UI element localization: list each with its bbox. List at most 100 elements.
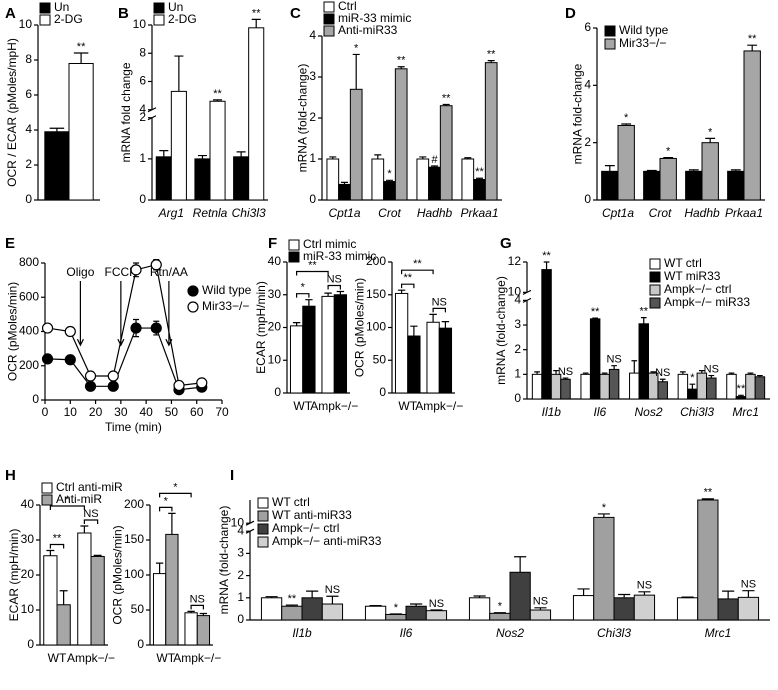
error-bar xyxy=(473,595,486,598)
bar xyxy=(745,373,756,400)
legend-swatch xyxy=(257,536,269,548)
significance: * xyxy=(498,601,503,613)
x-tick-label: Nos2 xyxy=(496,626,524,640)
y-tick-label: 3 xyxy=(514,317,521,331)
x-tick-label: Il1b xyxy=(542,405,562,419)
bar xyxy=(438,327,453,394)
error-bar xyxy=(168,512,176,535)
error-bar xyxy=(429,313,437,323)
error-bar xyxy=(689,383,696,390)
x-tick-label: Crot xyxy=(649,206,672,220)
y-tick-label: 4 xyxy=(237,523,244,537)
error-bar xyxy=(650,371,657,374)
error-bar xyxy=(397,289,406,294)
error-bar xyxy=(305,299,313,307)
significance: ** xyxy=(213,88,222,100)
legend-swatch xyxy=(39,2,51,14)
y-tick-label: 50 xyxy=(373,352,387,366)
annotation: FCCP xyxy=(105,265,138,279)
bar xyxy=(371,158,385,201)
error-bar xyxy=(705,137,716,143)
x-tick-label: Mrc1 xyxy=(732,405,759,419)
y-tick-label: 1 xyxy=(514,367,521,381)
significance: ** xyxy=(737,383,746,395)
bar xyxy=(194,158,211,201)
significance: * xyxy=(65,494,70,506)
legend-label: Ctrl mimic xyxy=(303,237,356,251)
panel-letter: F xyxy=(268,235,277,252)
significance-bracket xyxy=(159,506,173,512)
point xyxy=(107,370,119,382)
legend-swatch xyxy=(41,494,53,506)
legend-label: Wild type xyxy=(202,283,252,297)
error-bar xyxy=(611,365,617,370)
legend-swatch xyxy=(323,25,335,37)
y-tick-label: 150 xyxy=(366,287,386,301)
x-tick-label: Hadhb xyxy=(417,206,453,220)
error-bar xyxy=(681,596,694,598)
y-tick-label: 40 xyxy=(21,497,35,511)
significance-bracket xyxy=(432,307,446,313)
error-bar xyxy=(621,123,632,126)
error-bar xyxy=(410,325,418,337)
error-bar xyxy=(487,60,495,63)
legend-label: Mir33−/− xyxy=(202,299,249,313)
legend-swatch xyxy=(288,251,300,263)
error-bar xyxy=(80,525,89,533)
y-tick-label: 10 xyxy=(231,515,245,529)
panel-letter: E xyxy=(5,235,15,252)
bar xyxy=(593,516,615,621)
significance: ** xyxy=(748,33,757,45)
legend-marker xyxy=(187,285,199,297)
x-tick-label: Chi3l3 xyxy=(597,626,631,640)
bar xyxy=(727,170,745,201)
significance-bracket xyxy=(327,284,341,290)
significance: ** xyxy=(704,487,713,499)
x-tick-label: WT xyxy=(48,651,67,665)
bar xyxy=(44,131,70,201)
legend-swatch xyxy=(257,497,269,509)
panel-letter: G xyxy=(500,235,512,252)
x-tick-label: Cpt1a xyxy=(602,206,634,220)
y-tick-label: 3 xyxy=(309,69,316,83)
x-tick-label: Hadhb xyxy=(684,206,720,220)
legend-label: 2-DG xyxy=(54,12,83,26)
bar xyxy=(281,605,303,621)
bar xyxy=(321,295,335,394)
point xyxy=(64,325,76,338)
y-tick-label: 150 xyxy=(124,532,144,546)
error-bar xyxy=(430,165,439,168)
error-bar xyxy=(49,127,65,132)
y-tick-label: 6 xyxy=(584,20,591,34)
bar xyxy=(56,604,71,646)
y-tick-label: 2 xyxy=(237,568,244,582)
error-bar xyxy=(757,374,763,377)
y-tick-label: 3 xyxy=(237,546,244,560)
y-tick-label: 0 xyxy=(274,385,281,399)
bar xyxy=(416,158,430,201)
error-bar xyxy=(553,370,559,375)
error-bar xyxy=(475,177,484,180)
error-bar xyxy=(336,290,345,295)
x-tick-label: Chi3l3 xyxy=(680,405,714,419)
error-bar xyxy=(631,360,638,374)
bar xyxy=(696,372,708,400)
significance: * xyxy=(387,168,392,180)
error-bar xyxy=(187,610,195,613)
error-bar xyxy=(442,103,450,106)
y-axis-label: mRNA (fold-change) xyxy=(296,64,310,173)
error-bar xyxy=(93,554,102,557)
error-bar xyxy=(701,498,714,500)
significance: ** xyxy=(542,250,551,262)
y-tick-label: 4 xyxy=(584,78,591,92)
error-bar xyxy=(618,593,631,598)
error-bar xyxy=(464,157,472,159)
legend-label: Anti-miR xyxy=(56,492,102,506)
legend-label: Ampk−/− ctrl xyxy=(272,521,339,535)
legend-label: WT ctrl xyxy=(272,495,310,509)
x-tick-label: Nos2 xyxy=(634,405,662,419)
bar xyxy=(184,612,198,646)
y-tick-label: 4 xyxy=(309,28,316,42)
significance: ** xyxy=(413,258,422,270)
error-bar xyxy=(562,377,569,380)
